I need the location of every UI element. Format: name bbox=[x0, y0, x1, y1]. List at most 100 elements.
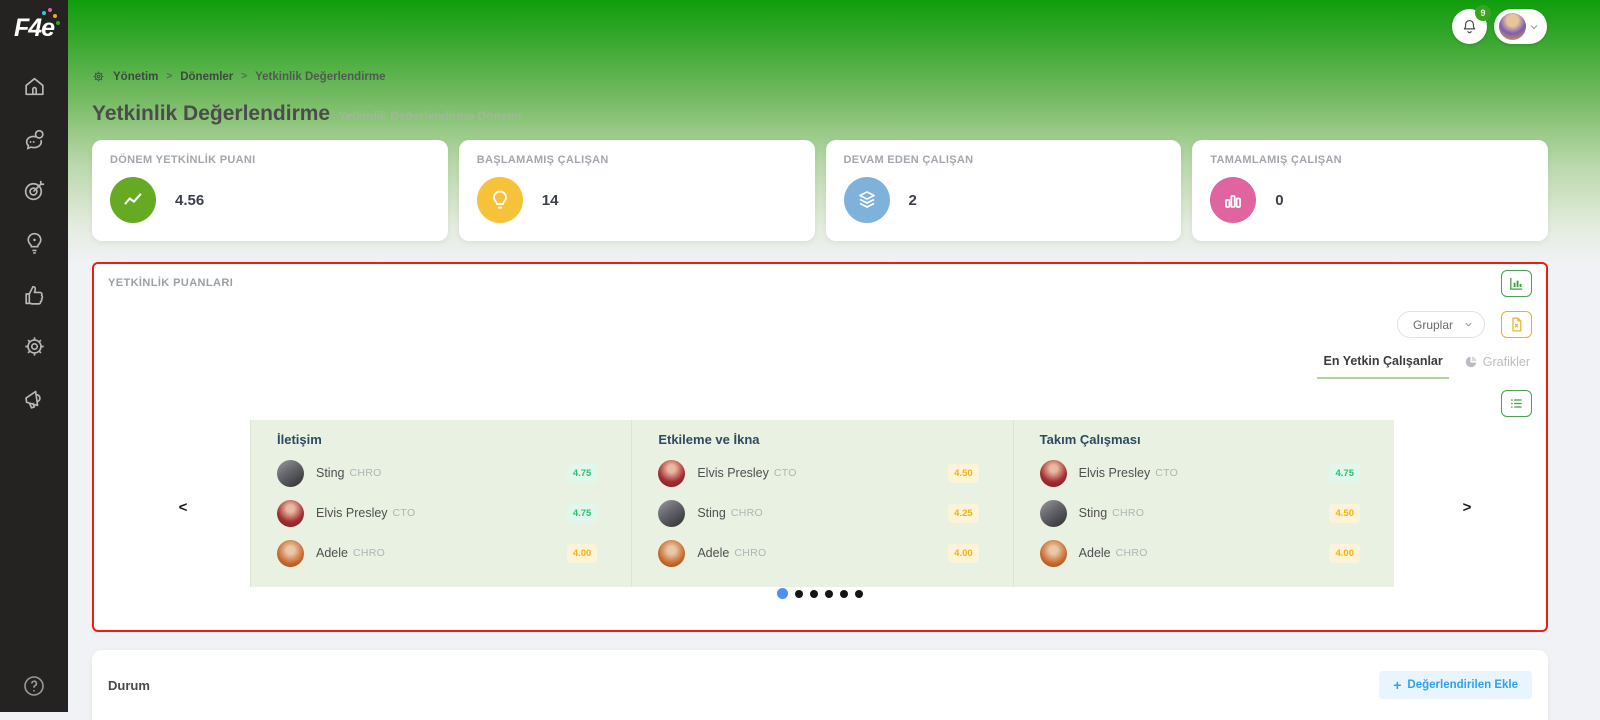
score-badge: 4.50 bbox=[948, 463, 979, 483]
sidebar: F4e bbox=[0, 0, 68, 712]
lightbulb-icon bbox=[476, 177, 523, 223]
competency-scores-panel: YETKİNLİK PUANLARI Gruplar En Yetkin Çal… bbox=[92, 262, 1548, 632]
competency-column-takim: Takım Çalışması Elvis Presley CTO 4.75 S… bbox=[1012, 420, 1394, 587]
stat-card-label: DÖNEM YETKİNLİK PUANI bbox=[110, 154, 256, 166]
avatar bbox=[658, 459, 686, 487]
avatar bbox=[277, 539, 304, 567]
employee-name: Adele bbox=[1078, 546, 1111, 560]
stat-card-completed: TAMAMLAMIŞ ÇALIŞAN 0 bbox=[1192, 140, 1548, 241]
carousel-dot[interactable] bbox=[855, 589, 863, 598]
avatar bbox=[1039, 499, 1067, 527]
carousel-dot[interactable] bbox=[777, 588, 788, 599]
employee-name: Elvis Presley bbox=[316, 506, 388, 520]
add-evaluatee-button[interactable]: + Değerlendirilen Ekle bbox=[1379, 671, 1532, 699]
list-view-button[interactable] bbox=[1501, 390, 1532, 417]
user-menu[interactable] bbox=[1494, 9, 1547, 44]
user-avatar bbox=[1499, 13, 1526, 40]
competency-column-etkileme: Etkileme ve İkna Elvis Presley CTO 4.50 … bbox=[631, 420, 1012, 587]
stat-card-value: 14 bbox=[541, 191, 559, 209]
group-filter-dropdown[interactable]: Gruplar bbox=[1397, 311, 1485, 338]
avatar bbox=[658, 499, 686, 527]
panel-title: YETKİNLİK PUANLARI bbox=[108, 277, 234, 289]
employee-name: Elvis Presley bbox=[697, 466, 769, 480]
employee-row[interactable]: Sting CHRO 4.75 bbox=[277, 453, 631, 493]
stat-card-label: BAŞLAMAMIŞ ÇALIŞAN bbox=[476, 154, 609, 166]
trend-up-icon bbox=[110, 177, 156, 223]
stat-card-label: DEVAM EDEN ÇALIŞAN bbox=[843, 154, 974, 166]
carousel-prev-button[interactable]: < bbox=[172, 496, 194, 518]
pie-chart-icon bbox=[1465, 356, 1477, 368]
carousel-dots bbox=[94, 588, 1546, 599]
export-file-button[interactable] bbox=[1501, 311, 1532, 338]
notifications-button[interactable]: 9 bbox=[1452, 5, 1491, 44]
layers-icon bbox=[843, 177, 890, 223]
employee-row[interactable]: Adele CHRO 4.00 bbox=[277, 533, 631, 573]
carousel-dot[interactable] bbox=[825, 589, 833, 598]
home-icon[interactable] bbox=[22, 74, 47, 99]
stat-card-period-score: DÖNEM YETKİNLİK PUANI 4.56 bbox=[92, 140, 448, 241]
app-logo[interactable]: F4e bbox=[14, 8, 61, 48]
chevron-down-icon bbox=[1465, 322, 1472, 327]
stat-card-label: TAMAMLAMIŞ ÇALIŞAN bbox=[1210, 154, 1342, 166]
carousel-next-button[interactable]: > bbox=[1456, 496, 1478, 518]
employee-row[interactable]: Elvis Presley CTO 4.75 bbox=[277, 493, 631, 533]
plus-icon: + bbox=[1393, 677, 1402, 693]
tab-most-competent-employees[interactable]: En Yetkin Çalışanlar bbox=[1317, 354, 1449, 379]
carousel-dot[interactable] bbox=[810, 589, 818, 598]
gear-icon[interactable] bbox=[22, 334, 47, 359]
employee-row[interactable]: Elvis Presley CTO 4.75 bbox=[1039, 453, 1394, 493]
breadcrumb-separator: > bbox=[166, 71, 173, 82]
score-badge: 4.25 bbox=[948, 503, 979, 523]
breadcrumb-item-donemler[interactable]: Dönemler bbox=[180, 70, 234, 83]
employee-role: CHRO bbox=[730, 507, 763, 519]
carousel-dot[interactable] bbox=[840, 589, 848, 598]
group-filter-label: Gruplar bbox=[1413, 317, 1454, 332]
breadcrumb-item-yonetim[interactable]: Yönetim bbox=[113, 70, 159, 83]
page-title: Yetkinlik Değerlendirme bbox=[92, 102, 331, 125]
megaphone-icon[interactable] bbox=[22, 386, 47, 411]
page-subtitle: Yetkinlik Değerlendirme Dönemi bbox=[338, 109, 522, 123]
help-icon[interactable] bbox=[22, 674, 46, 698]
notification-badge: 9 bbox=[1475, 5, 1491, 21]
bell-icon bbox=[1463, 19, 1476, 34]
add-evaluatee-label: Değerlendirilen Ekle bbox=[1407, 679, 1518, 691]
target-icon[interactable] bbox=[22, 178, 47, 203]
employee-name: Adele bbox=[697, 546, 730, 560]
tab-charts[interactable]: Grafikler bbox=[1464, 355, 1530, 378]
gear-icon bbox=[93, 71, 104, 82]
score-badge: 4.00 bbox=[948, 543, 979, 563]
employee-name: Elvis Presley bbox=[1078, 466, 1151, 480]
score-badge: 4.50 bbox=[1329, 503, 1360, 523]
main-content: 9 Yönetim > Dönemler > Yetkinlik Değerle… bbox=[68, 0, 1600, 720]
competency-column-iletisim: İletişim Sting CHRO 4.75 Elvis Presley C… bbox=[250, 420, 631, 587]
employee-row[interactable]: Sting CHRO 4.50 bbox=[1039, 493, 1394, 533]
employee-name: Sting bbox=[316, 466, 345, 480]
employee-row[interactable]: Elvis Presley CTO 4.50 bbox=[658, 453, 1012, 493]
bar-chart-icon bbox=[1510, 277, 1523, 290]
logo-dot bbox=[56, 21, 61, 25]
breadcrumb-item-current: Yetkinlik Değerlendirme bbox=[255, 70, 386, 83]
competency-carousel: İletişim Sting CHRO 4.75 Elvis Presley C… bbox=[250, 420, 1394, 587]
topbar: 9 bbox=[1452, 5, 1547, 44]
employee-row[interactable]: Sting CHRO 4.25 bbox=[658, 493, 1012, 533]
lightbulb-icon[interactable] bbox=[22, 230, 47, 255]
stat-card-in-progress: DEVAM EDEN ÇALIŞAN 2 bbox=[825, 140, 1182, 241]
logo-dot bbox=[42, 11, 47, 15]
employee-role: CTO bbox=[1155, 467, 1179, 479]
employee-role: CTO bbox=[773, 467, 797, 479]
carousel-dot[interactable] bbox=[795, 589, 803, 598]
score-badge: 4.00 bbox=[566, 543, 598, 563]
sidebar-nav bbox=[22, 74, 47, 411]
breadcrumb: Yönetim > Dönemler > Yetkinlik Değerlend… bbox=[92, 70, 386, 83]
chat-icon[interactable] bbox=[22, 126, 47, 151]
thumbs-up-icon[interactable] bbox=[22, 282, 47, 307]
score-badge: 4.75 bbox=[566, 463, 598, 483]
bar-chart-view-button[interactable] bbox=[1501, 270, 1532, 297]
chevron-down-icon bbox=[1530, 24, 1538, 29]
employee-row[interactable]: Adele CHRO 4.00 bbox=[658, 533, 1012, 573]
employee-row[interactable]: Adele CHRO 4.00 bbox=[1039, 533, 1394, 573]
employee-name: Adele bbox=[316, 546, 348, 560]
employee-role: CHRO bbox=[349, 467, 382, 479]
tab-charts-label: Grafikler bbox=[1482, 355, 1530, 369]
bar-chart-icon bbox=[1210, 177, 1257, 223]
